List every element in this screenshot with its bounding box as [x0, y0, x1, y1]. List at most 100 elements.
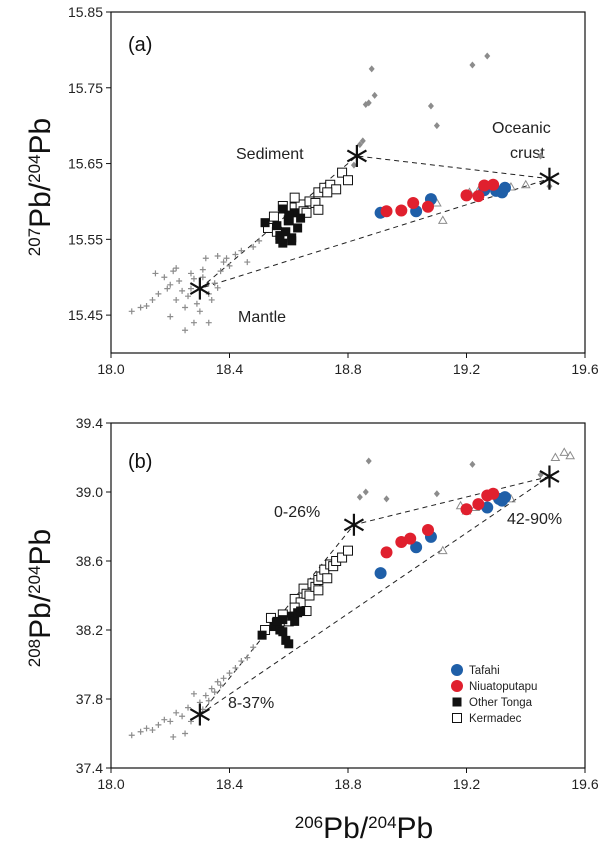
point-niuatoputapu-0 — [380, 546, 393, 559]
point-other-tonga-1 — [272, 221, 282, 231]
point-other-tonga-13 — [287, 236, 297, 246]
y-sup1-b: 208 — [25, 639, 44, 667]
point-niuatoputapu-5 — [472, 498, 485, 511]
point-tafahi-6 — [499, 181, 512, 194]
endmember-oceanic-crust-0 — [539, 167, 560, 190]
y-tick-label-1-4: 39.0 — [76, 484, 103, 500]
point-mantle-field-14 — [214, 678, 221, 685]
point-mantle-field-0 — [128, 732, 135, 739]
point-sediment-field-9 — [469, 61, 476, 69]
point-other-tonga-10 — [278, 627, 288, 637]
y-tick-label-1-0: 37.4 — [76, 760, 103, 776]
endmember-mantle-0 — [189, 277, 210, 300]
point-mantle-field-9 — [173, 296, 180, 303]
x-tick-label-0-1: 18.4 — [216, 361, 243, 377]
annotation-oceanic: Oceanic — [492, 120, 551, 137]
point-sediment-field-7 — [427, 102, 434, 110]
point-tafahi-0 — [374, 567, 387, 580]
y-tick-label-0-4: 15.85 — [68, 4, 103, 20]
point-other-tonga-0 — [260, 218, 270, 228]
y-mid-a: Pb/ — [24, 182, 57, 228]
point-niuatoputapu-3 — [421, 523, 434, 536]
point-mantle-field-15 — [190, 319, 197, 326]
point-mantle-field-24 — [217, 268, 224, 275]
x-tick-label-1-2: 18.8 — [334, 776, 361, 792]
panel-a-label: (a) — [128, 34, 152, 56]
point-mantle-field-15 — [220, 675, 227, 682]
point-mantle-field-24 — [205, 697, 212, 704]
annotation-42-90: 42-90% — [507, 511, 562, 528]
point-kermadec-9 — [304, 590, 315, 601]
point-sediment-field-11 — [537, 152, 544, 160]
point-kermadec-13 — [337, 167, 348, 178]
y-tick-label-1-2: 38.2 — [76, 622, 103, 638]
point-mantle-field-19 — [244, 654, 251, 661]
point-mantle-field-37 — [214, 253, 221, 260]
point-mantle-field-18 — [199, 266, 206, 273]
point-mantle-field-18 — [238, 658, 245, 665]
point-tafahi-6 — [499, 491, 512, 504]
point-sediment-field-3 — [383, 495, 390, 503]
series-niuatoputapu-0 — [380, 178, 500, 218]
point-other-tonga-4 — [281, 227, 291, 237]
x-tick-label-1-4: 19.6 — [571, 776, 598, 792]
point-sediment-field-4 — [433, 490, 440, 498]
point-niuatoputapu-1 — [395, 204, 408, 217]
x-tick-label-1-1: 18.4 — [216, 776, 243, 792]
series-kermadec-0 — [263, 167, 353, 237]
x-tick-label-0-0: 18.0 — [97, 361, 124, 377]
point-mantle-field-40 — [199, 274, 206, 281]
point-sediment-field-1 — [356, 141, 363, 149]
point-mantle-field-13 — [185, 293, 192, 300]
point-mantle-field-27 — [232, 251, 239, 258]
point-niuatoputapu-5 — [472, 190, 485, 203]
annotation-crust: crust — [510, 145, 545, 162]
point-mantle-field-21 — [208, 296, 215, 303]
x-sup2: 204 — [368, 813, 396, 832]
point-mantle-field-1 — [137, 728, 144, 735]
point-other-tonga-1 — [269, 622, 279, 632]
point-tafahi-1 — [410, 541, 423, 554]
point-mantle-field-28 — [238, 247, 245, 254]
y-sup1-a: 207 — [25, 228, 44, 256]
y-end-a: Pb — [24, 118, 57, 155]
x-tick-label-0-2: 18.8 — [334, 361, 361, 377]
point-other-tonga-6 — [287, 611, 297, 621]
legend-marker-0 — [451, 664, 463, 676]
y-mid-b: Pb/ — [24, 593, 57, 639]
point-mantle-field-13 — [208, 685, 215, 692]
point-niuatoputapu-4 — [460, 503, 473, 516]
point-sediment-field-6 — [371, 91, 378, 99]
point-mantle-field-4 — [155, 721, 162, 728]
point-mantle-field-12 — [202, 692, 209, 699]
point-mantle-field-26 — [170, 733, 177, 740]
point-mantle-field-12 — [182, 304, 189, 311]
point-mantle-field-3 — [149, 296, 156, 303]
point-kermadec-1 — [268, 211, 279, 222]
point-other-tonga-9 — [296, 606, 306, 616]
point-mantle-field-22 — [211, 280, 218, 287]
point-mantle-field-14 — [187, 270, 194, 277]
endmember-mantle-1 — [189, 703, 210, 726]
point-sediment-field-5 — [469, 460, 476, 468]
legend-label-2: Other Tonga — [469, 697, 533, 709]
y-tick-label-0-2: 15.65 — [68, 156, 103, 172]
point-mantle-field-31 — [256, 237, 263, 244]
y-sup2-b: 204 — [25, 565, 44, 593]
point-mantle-field-33 — [167, 313, 174, 320]
point-mantle-field-16 — [193, 300, 200, 307]
point-niuatoputapu-2 — [404, 532, 417, 545]
point-crust-field-6 — [565, 450, 576, 460]
legend-label-3: Kermadec — [469, 713, 522, 725]
mixing-line-0-0 — [199, 155, 550, 290]
x-axis-title: 206Pb/204Pb — [295, 812, 433, 845]
point-mantle-field-3 — [149, 727, 156, 734]
point-other-tonga-3 — [278, 615, 288, 625]
point-mantle-field-1 — [137, 304, 144, 311]
point-mantle-field-6 — [164, 285, 171, 292]
endmember-oceanic-crust-1 — [539, 465, 560, 488]
annotation-0-26: 0-26% — [274, 504, 320, 521]
point-mantle-field-25 — [220, 259, 227, 266]
point-mantle-field-32 — [152, 270, 159, 277]
point-kermadec-12 — [331, 184, 342, 195]
